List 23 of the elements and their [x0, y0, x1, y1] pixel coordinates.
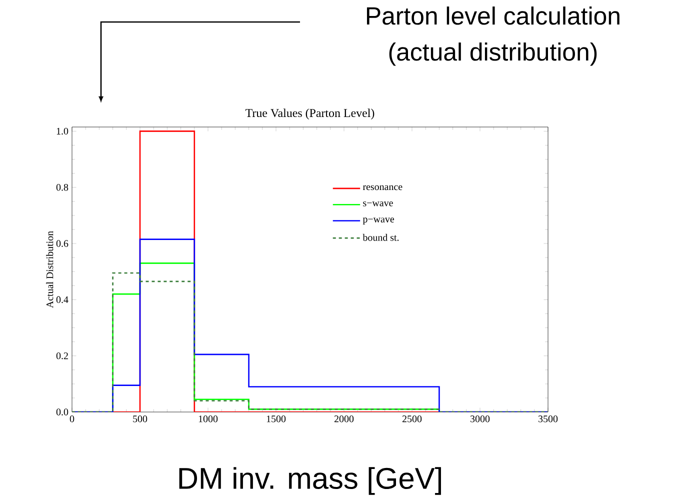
chart-title: True Values (Parton Level): [246, 108, 374, 120]
y-tick-label: 0.4: [56, 296, 68, 304]
y-tick-label: 0.2: [56, 352, 68, 360]
y-tick-label: 0.0: [56, 408, 68, 416]
legend-label: bound st.: [362, 234, 399, 241]
legend-label: resonance: [362, 185, 402, 190]
text: Parton level calculation: [366, 6, 620, 25]
legend-label: p−wave: [362, 218, 394, 224]
y-tick-label: 0.6: [56, 240, 68, 247]
legend-label: s−wave: [363, 201, 393, 206]
x-tick-label: 0: [70, 416, 74, 422]
x-tick-label: 2500: [402, 416, 422, 422]
text: (actual distribution): [389, 42, 597, 66]
x-tick-label: 3000: [470, 416, 490, 422]
y-axis-title: Actual Distribution: [46, 231, 54, 308]
x-axis-title: DM inv. mass [GeV]: [179, 467, 441, 495]
y-tick-label: 1.0: [56, 128, 68, 135]
x-tick-label: 3500: [538, 416, 558, 422]
y-tick-label: 0.8: [56, 184, 68, 191]
x-tick-label: 1000: [198, 416, 218, 422]
x-tick-label: 1500: [266, 416, 286, 422]
x-tick-label: 2000: [334, 416, 354, 422]
x-tick-label: 500: [133, 416, 148, 422]
